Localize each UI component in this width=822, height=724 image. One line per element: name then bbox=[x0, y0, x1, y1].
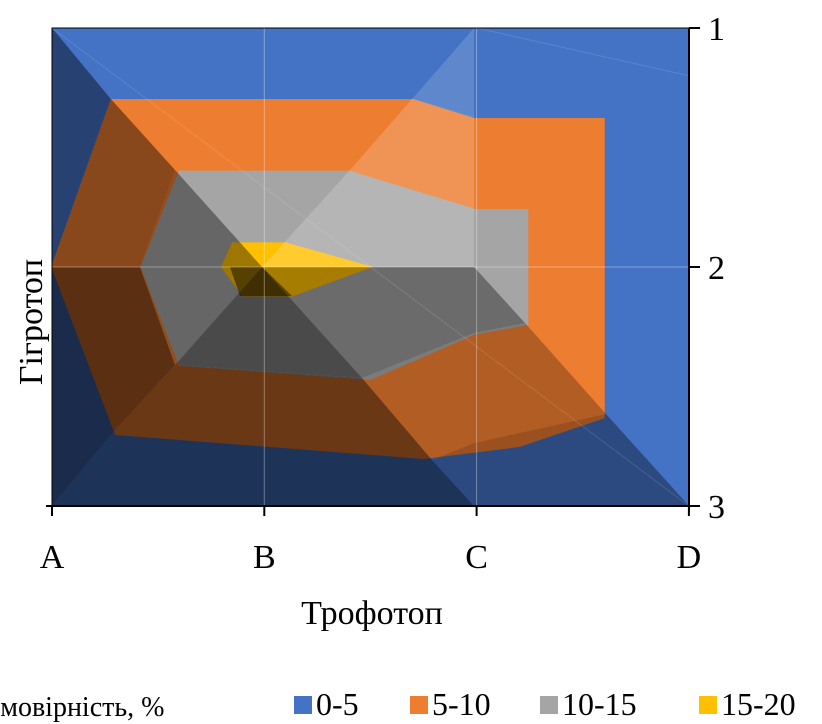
grid-diagonal bbox=[476, 28, 689, 77]
x-tick-label: A bbox=[40, 539, 65, 576]
y-ticks: 1 2 3 bbox=[689, 11, 725, 526]
legend-label: 10-15 bbox=[562, 686, 637, 722]
shade-bottom bbox=[52, 365, 474, 506]
shade-peak bbox=[230, 267, 292, 296]
axes: A B C D 1 2 3 bbox=[40, 11, 725, 576]
x-tick-label: B bbox=[253, 539, 276, 576]
plot-area bbox=[52, 28, 689, 506]
legend-entries: 0-5 5-10 10-15 15-20 bbox=[294, 686, 796, 722]
legend-label: 0-5 bbox=[316, 686, 359, 722]
x-axis-label: Трофотоп bbox=[301, 595, 443, 632]
legend-label: 15-20 bbox=[721, 686, 796, 722]
shade-center-bottom bbox=[175, 267, 362, 378]
x-ticks: A B C D bbox=[40, 506, 701, 576]
gridlines bbox=[52, 28, 689, 506]
legend-title: Ймовірність, % bbox=[0, 692, 164, 723]
y-axis-label: Гігротоп bbox=[13, 259, 50, 385]
x-tick-label: D bbox=[677, 539, 702, 576]
legend-swatch bbox=[294, 696, 312, 714]
highlight-center bbox=[262, 98, 474, 267]
legend-swatch bbox=[699, 696, 717, 714]
y-tick-label: 2 bbox=[708, 250, 725, 287]
shade-right-band bbox=[362, 323, 606, 460]
grid-diagonal bbox=[52, 28, 689, 506]
legend-swatch bbox=[540, 696, 558, 714]
shade-center-left bbox=[140, 170, 262, 365]
shade-center-right bbox=[262, 267, 525, 378]
legend-swatch bbox=[410, 696, 428, 714]
shade-lower-right bbox=[432, 414, 689, 506]
highlight-top bbox=[413, 28, 474, 116]
legend: Ймовірність, % 0-5 5-10 10-15 15-20 bbox=[0, 686, 796, 723]
legend-label: 5-10 bbox=[432, 686, 491, 722]
shade-left-upper bbox=[52, 28, 110, 267]
shade-left-lower bbox=[52, 267, 175, 506]
shade-band-left-upper bbox=[52, 98, 175, 267]
x-tick-label: C bbox=[465, 539, 488, 576]
y-tick-label: 1 bbox=[708, 11, 725, 48]
y-tick-label: 3 bbox=[708, 489, 725, 526]
